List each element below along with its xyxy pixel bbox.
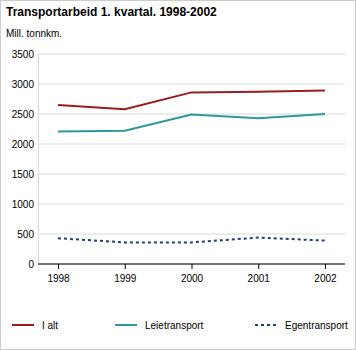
legend-label: I alt (42, 320, 58, 331)
y-tick-label: 0 (28, 259, 34, 270)
plot-area (58, 91, 325, 243)
y-tick: 1500 (12, 169, 38, 180)
x-tick-mark (192, 264, 193, 269)
x-tick-mark (58, 264, 59, 269)
x-tick: 2000 (181, 264, 204, 284)
legend-swatch (12, 324, 34, 326)
x-tick-mark (258, 264, 259, 269)
grid (38, 54, 345, 264)
y-tick: 2500 (12, 109, 38, 120)
x-tick: 1999 (114, 264, 137, 284)
x-tick: 1998 (47, 264, 70, 284)
y-tick-label: 3000 (12, 79, 35, 90)
grid-line (38, 144, 345, 145)
x-tick: 2002 (314, 264, 337, 284)
y-axis-line (38, 55, 39, 265)
grid-line (38, 174, 345, 175)
y-tick-label: 2500 (12, 109, 35, 120)
grid-line (38, 204, 345, 205)
y-axis: 0 500 1000 1500 2000 2500 3000 3500 (12, 49, 39, 270)
series-line (58, 114, 325, 131)
x-axis: 1998 1999 2000 2001 2002 (38, 264, 345, 284)
x-tick-label: 2002 (314, 273, 337, 284)
x-tick-mark (325, 264, 326, 269)
y-tick-label: 1000 (12, 199, 35, 210)
chart: Transportarbeid 1. kvartal. 1998-2002 Mil… (0, 0, 356, 350)
y-tick-label: 500 (17, 229, 34, 240)
x-tick: 2001 (248, 264, 271, 284)
y-tick: 0 (28, 259, 38, 270)
x-tick-label: 2001 (248, 273, 271, 284)
y-tick-label: 2000 (12, 139, 35, 150)
title: Transportarbeid 1. kvartal. 1998-2002 (6, 5, 217, 19)
legend-swatch (255, 324, 277, 326)
legend-label: Egentransport (285, 320, 348, 331)
y-tick: 3000 (12, 79, 38, 90)
y-tick: 2000 (12, 139, 38, 150)
y-tick-label: 3500 (12, 49, 35, 60)
grid-line (38, 84, 345, 85)
frame (1, 1, 356, 350)
legend-label: Leietransport (145, 320, 204, 331)
legend: I alt Leietransport Egentransport (12, 320, 348, 331)
x-tick-label: 1999 (114, 273, 137, 284)
grid-line (38, 54, 345, 55)
x-tick-mark (125, 264, 126, 269)
y-tick-label: 1500 (12, 169, 35, 180)
grid-line (38, 234, 345, 235)
x-tick-label: 1998 (47, 273, 70, 284)
y-label: Mill. tonnkm. (6, 28, 62, 39)
y-tick: 500 (17, 229, 38, 240)
legend-swatch (115, 324, 137, 326)
y-tick: 1000 (12, 199, 38, 210)
x-tick-label: 2000 (181, 273, 204, 284)
y-tick: 3500 (12, 49, 38, 60)
series-line (58, 238, 325, 243)
series-line (58, 91, 325, 110)
